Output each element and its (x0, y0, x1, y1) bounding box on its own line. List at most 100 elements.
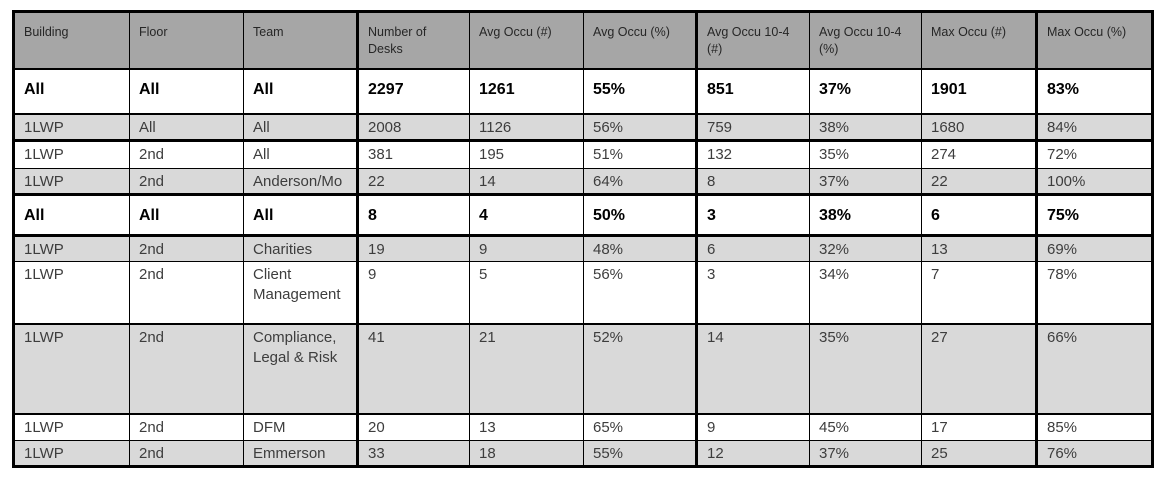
table-cell: 5 (469, 261, 584, 325)
table-cell: 1LWP (13, 140, 130, 169)
table-cell: 56% (583, 261, 698, 325)
summary-row: All All All 8 4 50% 3 38% 6 75% (13, 194, 1153, 237)
table-cell: 274 (921, 140, 1038, 169)
occupancy-table: Building Floor Team Number of Desks Avg Occu… (12, 10, 1154, 468)
table-cell: 37% (809, 168, 922, 196)
table-row: 1LWP 2nd Compliance, Legal & Risk 41 21 52% 14… (13, 323, 1153, 415)
table-cell: 51% (583, 140, 698, 169)
table-cell: 45% (809, 413, 922, 441)
table-cell: All (243, 68, 359, 115)
table-cell: Compliance, Legal & Risk (243, 323, 359, 415)
table-cell: 55% (583, 68, 698, 115)
table-cell: 9 (469, 235, 584, 262)
table-row: 1LWP 2nd Charities 19 9 48% 6 32% 13 69% (13, 235, 1153, 262)
table-cell: All (129, 194, 244, 237)
table-cell: 14 (469, 168, 584, 196)
table-cell: 50% (583, 194, 698, 237)
table-cell: Client Management (243, 261, 359, 325)
column-header-avg-occu: Avg Occu (#) (469, 11, 584, 70)
column-header-floor: Floor (129, 11, 244, 70)
table-cell: 2nd (129, 168, 244, 196)
table-cell: 1LWP (13, 235, 130, 262)
table-cell: 1901 (921, 68, 1038, 115)
table-cell: 41 (357, 323, 470, 415)
table-cell: All (243, 194, 359, 237)
table-cell: 17 (921, 413, 1038, 441)
table-cell: 52% (583, 323, 698, 415)
table-cell: 2nd (129, 440, 244, 468)
table-cell: 55% (583, 440, 698, 468)
table-cell: 759 (696, 113, 810, 142)
table-cell: 25 (921, 440, 1038, 468)
table-cell: 3 (696, 261, 810, 325)
summary-row: All All All 2297 1261 55% 851 37% 1901 83% (13, 68, 1153, 115)
table-body: All All All 2297 1261 55% 851 37% 1901 83% 1LWP All… (13, 68, 1153, 468)
table-cell: 2nd (129, 261, 244, 325)
table-cell: 3 (696, 194, 810, 237)
table-cell: 72% (1036, 140, 1153, 169)
table-cell: 69% (1036, 235, 1153, 262)
table-cell: 65% (583, 413, 698, 441)
table-cell: 6 (921, 194, 1038, 237)
table-cell: Anderson/Mo (243, 168, 359, 196)
table-cell: 56% (583, 113, 698, 142)
table-cell: 13 (921, 235, 1038, 262)
table-cell: 7 (921, 261, 1038, 325)
column-header-avg-occu-10-4: Avg Occu 10-4 (#) (696, 11, 810, 70)
table-cell: 6 (696, 235, 810, 262)
table-cell: 64% (583, 168, 698, 196)
column-header-avg-occu: Avg Occu (%) (583, 11, 698, 70)
table-cell: 195 (469, 140, 584, 169)
table-row: 1LWP 2nd All 381 195 51% 132 35% 274 72% (13, 140, 1153, 169)
table-cell: 35% (809, 323, 922, 415)
table-cell: 38% (809, 194, 922, 237)
table-cell: 22 (921, 168, 1038, 196)
table-cell: 37% (809, 68, 922, 115)
occupancy-report: Building Floor Team Number of Desks Avg Occu… (12, 10, 1154, 468)
table-cell: 2008 (357, 113, 470, 142)
table-cell: 2297 (357, 68, 470, 115)
table-cell: 84% (1036, 113, 1153, 142)
table-cell: 381 (357, 140, 470, 169)
table-cell: All (13, 68, 130, 115)
table-cell: DFM (243, 413, 359, 441)
table-cell: All (243, 140, 359, 169)
column-header-max-occu: Max Occu (#) (921, 11, 1038, 70)
table-cell: 8 (357, 194, 470, 237)
table-cell: 1LWP (13, 323, 130, 415)
table-cell: 22 (357, 168, 470, 196)
table-cell: 132 (696, 140, 810, 169)
table-cell: 1LWP (13, 413, 130, 441)
table-cell: 4 (469, 194, 584, 237)
table-cell: 66% (1036, 323, 1153, 415)
table-cell: All (129, 68, 244, 115)
column-header-avg-occu-10-4: Avg Occu 10-4 (%) (809, 11, 922, 70)
table-cell: 83% (1036, 68, 1153, 115)
table-cell: 14 (696, 323, 810, 415)
table-cell: 21 (469, 323, 584, 415)
table-cell: 20 (357, 413, 470, 441)
table-cell: 85% (1036, 413, 1153, 441)
table-cell: 9 (696, 413, 810, 441)
table-cell: 1LWP (13, 261, 130, 325)
table-cell: 37% (809, 440, 922, 468)
table-cell: 38% (809, 113, 922, 142)
table-cell: 1LWP (13, 113, 130, 142)
column-header-building: Building (13, 11, 130, 70)
table-cell: 18 (469, 440, 584, 468)
table-cell: 12 (696, 440, 810, 468)
column-header-max-occu: Max Occu (%) (1036, 11, 1153, 70)
table-cell: 8 (696, 168, 810, 196)
table-cell: 78% (1036, 261, 1153, 325)
table-cell: 851 (696, 68, 810, 115)
table-cell: Charities (243, 235, 359, 262)
table-cell: 1261 (469, 68, 584, 115)
table-row: 1LWP 2nd Anderson/Mo 22 14 64% 8 37% 22 100% (13, 168, 1153, 196)
table-row: 1LWP All All 2008 1126 56% 759 38% 1680 84% (13, 113, 1153, 142)
table-cell: 48% (583, 235, 698, 262)
table-cell: 1680 (921, 113, 1038, 142)
table-cell: 27 (921, 323, 1038, 415)
table-cell: 13 (469, 413, 584, 441)
table-cell: Emmerson (243, 440, 359, 468)
table-row: 1LWP 2nd Emmerson 33 18 55% 12 37% 25 76% (13, 440, 1153, 468)
